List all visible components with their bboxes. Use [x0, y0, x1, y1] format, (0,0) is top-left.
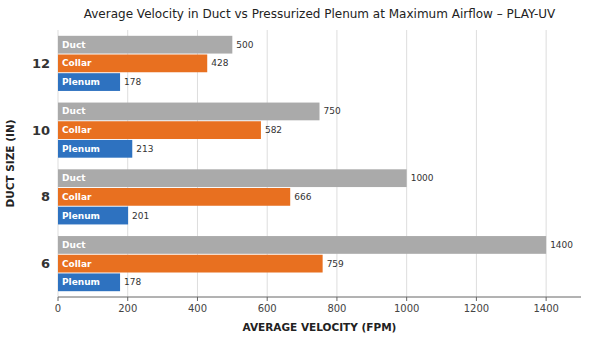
bars — [58, 36, 546, 291]
grid-line — [546, 30, 547, 297]
bar — [58, 121, 261, 139]
tick-label: 800 — [327, 303, 346, 314]
series-label: Collar — [62, 259, 92, 269]
bar — [58, 54, 207, 72]
series-label: Duct — [62, 173, 86, 183]
series-label: Plenum — [62, 77, 100, 87]
series-label: Duct — [62, 106, 86, 116]
series-label: Plenum — [62, 144, 100, 154]
tick-mark — [546, 297, 547, 301]
tick-mark — [197, 297, 198, 301]
series-label: Duct — [62, 240, 86, 250]
tick-mark — [58, 297, 59, 301]
data-label: 666 — [294, 192, 311, 202]
bar — [58, 169, 407, 187]
data-label: 178 — [124, 77, 141, 87]
data-label: 582 — [265, 125, 282, 135]
bar — [58, 188, 290, 206]
bar — [58, 207, 128, 225]
series-label: Plenum — [62, 211, 100, 221]
category-label: 8 — [41, 189, 50, 204]
category-label: 10 — [32, 123, 50, 138]
tick-label: 1400 — [533, 303, 558, 314]
category-label: 12 — [32, 56, 50, 71]
grid-line — [406, 30, 407, 297]
bar — [58, 255, 323, 273]
grid-line — [476, 30, 477, 297]
grid — [58, 30, 546, 297]
x-ticks: 0 200 400 600 800 1000 1200 1400 — [55, 297, 559, 314]
bar — [58, 73, 120, 91]
bar — [58, 273, 120, 291]
data-label: 759 — [327, 259, 344, 269]
tick-mark — [336, 297, 337, 301]
bar — [58, 36, 232, 54]
series-label: Plenum — [62, 277, 100, 287]
series-label: Collar — [62, 125, 92, 135]
data-label: 750 — [324, 106, 341, 116]
data-label: 213 — [136, 144, 153, 154]
data-label: 500 — [236, 40, 253, 50]
tick-mark — [267, 297, 268, 301]
bar — [58, 140, 132, 158]
category-label: 6 — [41, 256, 50, 271]
tick-label: 400 — [188, 303, 207, 314]
tick-mark — [406, 297, 407, 301]
data-label: 1400 — [550, 240, 573, 250]
grid-line — [336, 30, 337, 297]
tick-label: 200 — [118, 303, 137, 314]
title: Average Velocity in Duct vs Pressurized … — [84, 7, 556, 21]
tick-mark — [127, 297, 128, 301]
data-label: 428 — [211, 58, 228, 68]
tick-label: 1000 — [394, 303, 419, 314]
series-label: Duct — [62, 40, 86, 50]
chart: Average Velocity in Duct vs Pressurized … — [0, 0, 595, 339]
series-label: Collar — [62, 192, 92, 202]
tick-mark — [476, 297, 477, 301]
data-label: 1000 — [411, 173, 434, 183]
data-label: 201 — [132, 211, 149, 221]
bar — [58, 236, 546, 254]
y-axis-label: DUCT SIZE (IN) — [4, 120, 16, 208]
data-label: 178 — [124, 277, 141, 287]
x-axis-label: AVERAGE VELOCITY (FPM) — [243, 321, 397, 333]
tick-label: 0 — [55, 303, 61, 314]
labels: Duct 1400 Duct 1000 Duct 750 Duct 500 Collar 759 C… — [62, 40, 573, 288]
tick-label: 1200 — [464, 303, 489, 314]
series-label: Collar — [62, 58, 92, 68]
tick-label: 600 — [258, 303, 277, 314]
y-ticks: 6 8 10 12 — [32, 56, 50, 271]
x-axis-line — [58, 297, 581, 298]
bar — [58, 103, 320, 121]
